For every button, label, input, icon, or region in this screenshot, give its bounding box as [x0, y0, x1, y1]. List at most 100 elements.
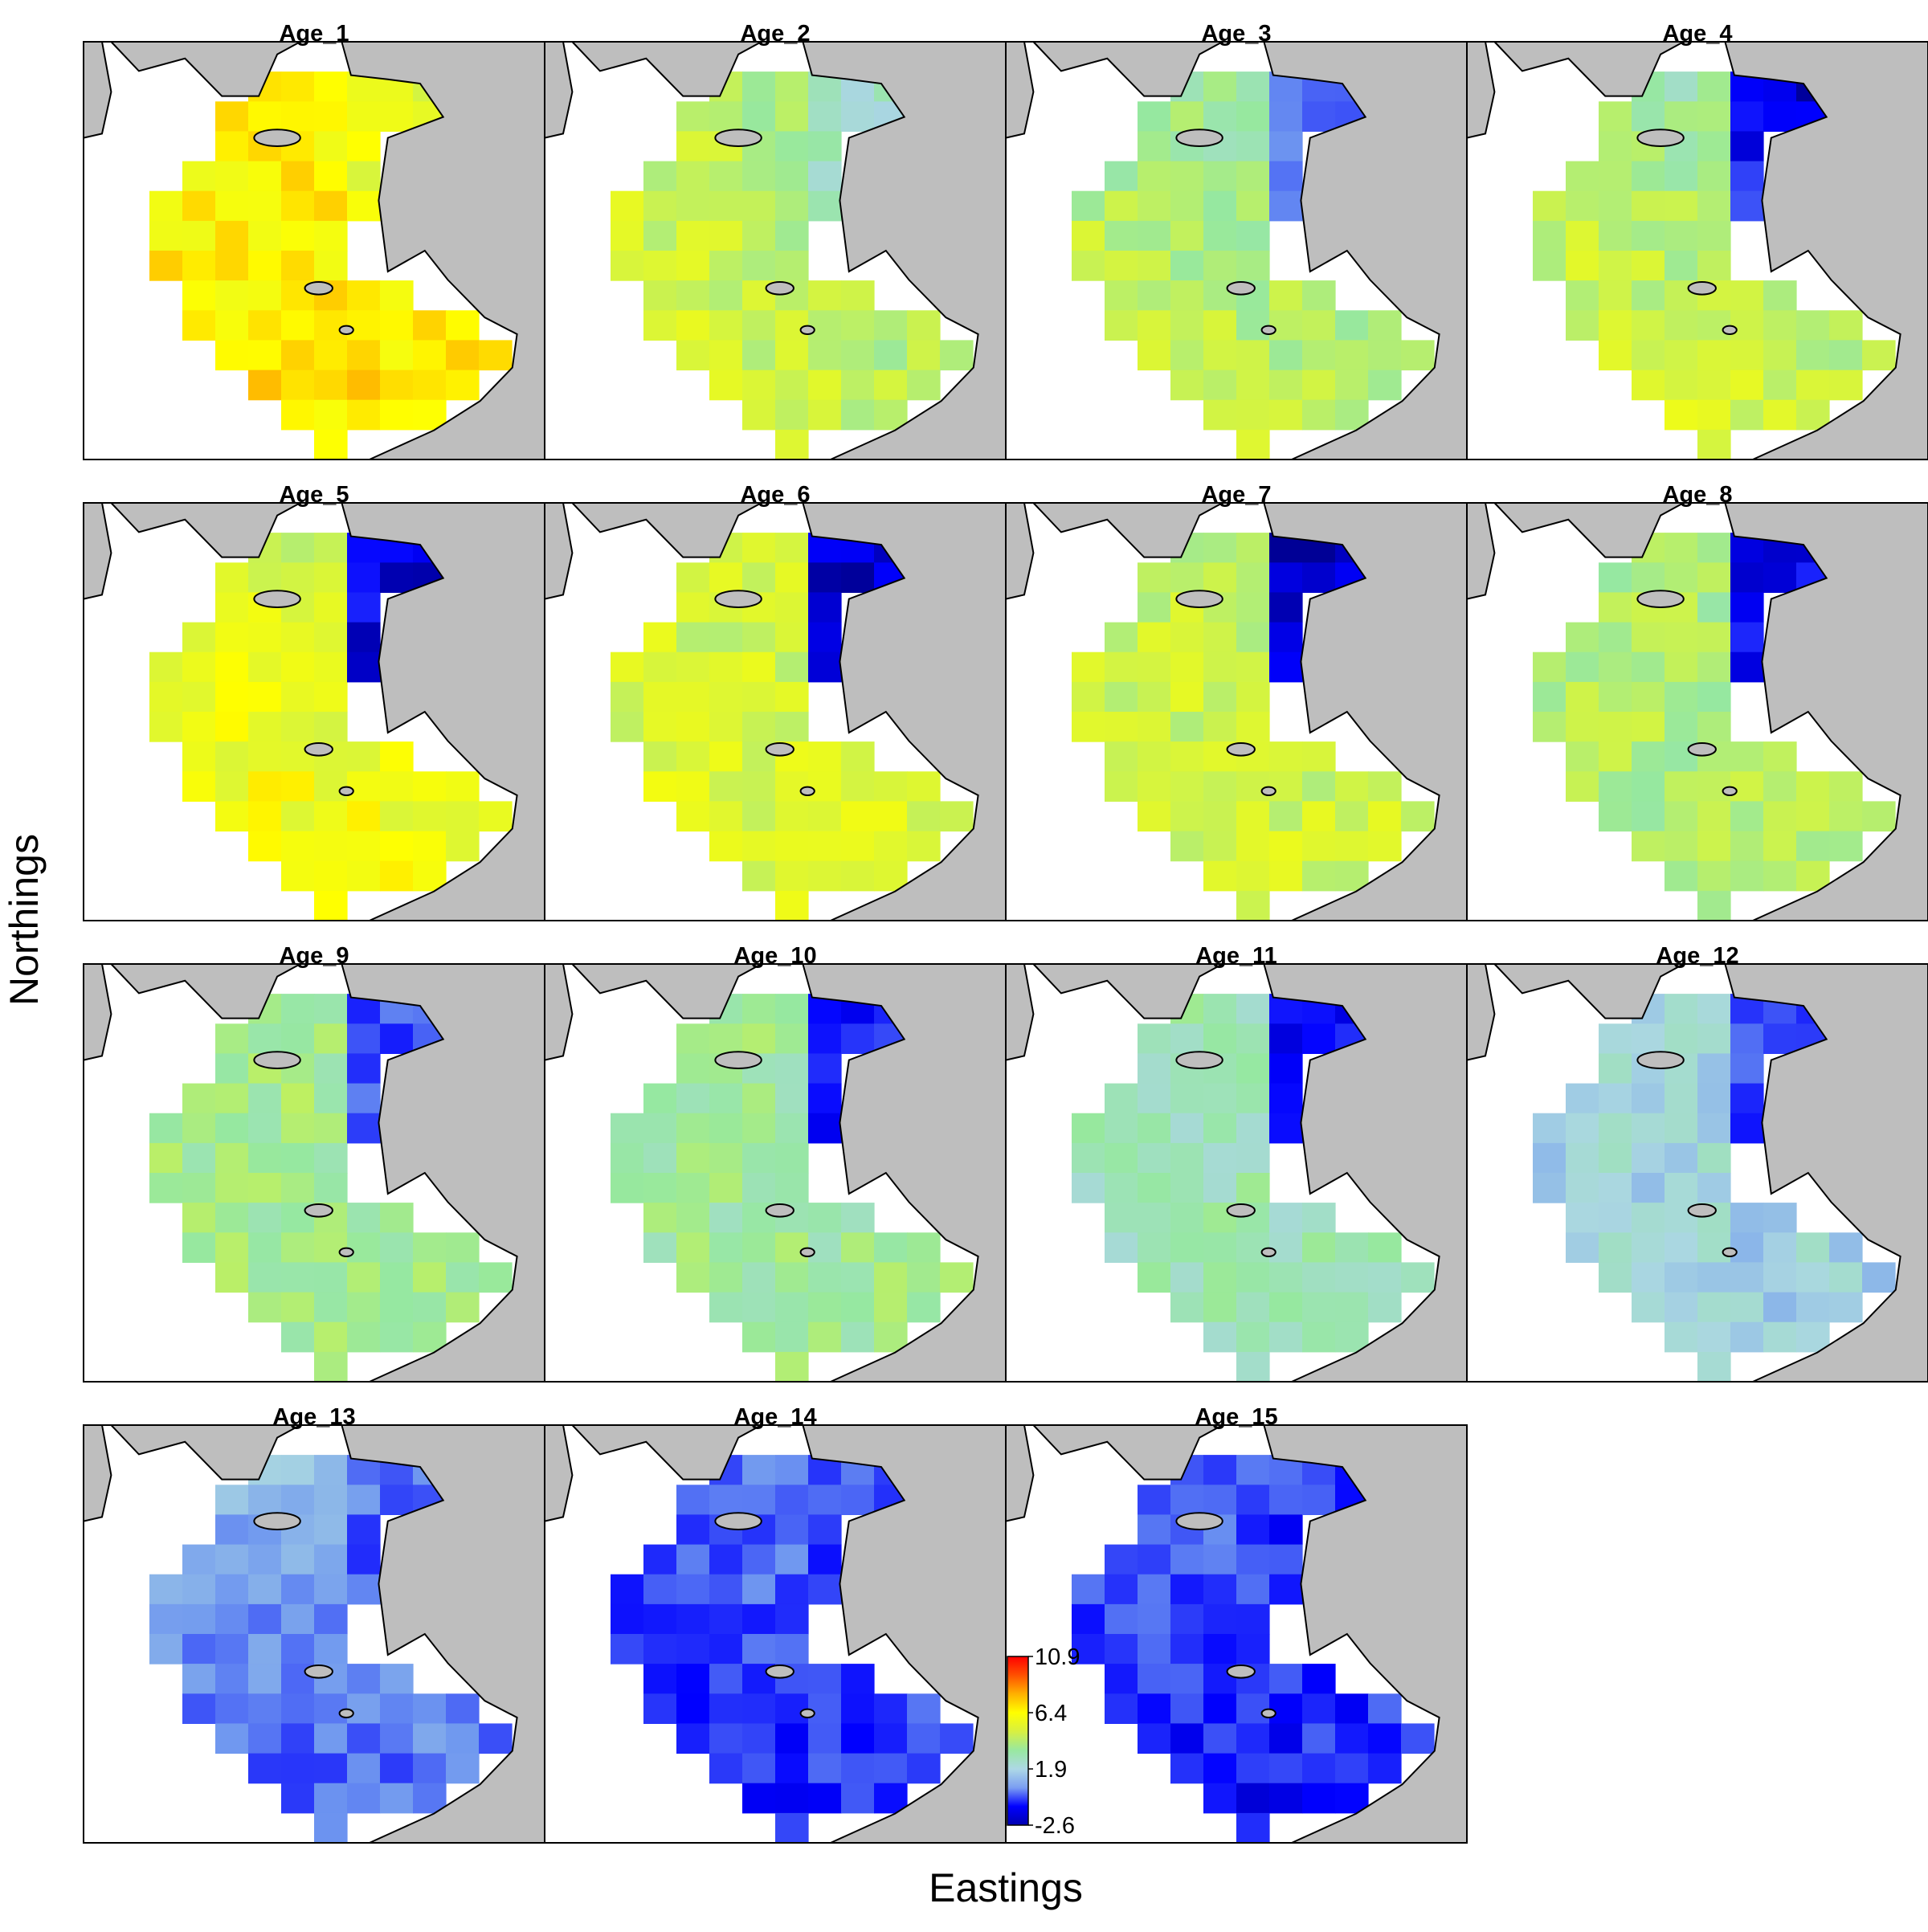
density-cell [314, 190, 348, 222]
density-cell [215, 651, 249, 683]
density-cell [1203, 562, 1237, 593]
density-cell [1170, 1292, 1204, 1323]
island [1226, 742, 1256, 757]
island [1722, 786, 1738, 796]
density-cell [1138, 592, 1171, 623]
density-cell [676, 310, 710, 341]
density-cell [1368, 771, 1402, 802]
density-cell [742, 310, 776, 341]
density-cell [676, 562, 710, 593]
density-cell [446, 1693, 480, 1724]
density-cell [347, 1053, 381, 1084]
density-cell [1599, 741, 1632, 772]
land-mass [1493, 41, 1685, 97]
density-cell [215, 190, 249, 222]
density-cell [446, 1262, 480, 1293]
density-cell [182, 161, 216, 192]
density-cell [347, 131, 381, 162]
density-cell [1170, 771, 1204, 802]
density-cell [1730, 101, 1764, 132]
density-cell [709, 562, 743, 593]
density-cell [1269, 1544, 1303, 1575]
land-mass [1031, 502, 1223, 558]
density-cell [643, 712, 677, 742]
density-cell [314, 310, 348, 341]
density-cell [1697, 533, 1731, 563]
density-cell [1796, 370, 1830, 401]
density-cell [314, 1083, 348, 1114]
land-mass [109, 502, 301, 558]
density-cell [1269, 801, 1303, 832]
density-cell [1236, 190, 1270, 222]
density-cell [1665, 310, 1698, 341]
density-cell [1763, 1321, 1797, 1353]
density-cell [907, 1693, 941, 1724]
density-cell [182, 622, 216, 653]
density-cell [413, 370, 447, 401]
density-cell [1105, 220, 1138, 251]
density-cell [709, 1603, 743, 1635]
density-cell [1665, 1113, 1698, 1144]
land-mass [1493, 963, 1685, 1019]
density-cell [1599, 651, 1632, 683]
panel-title: Age_2 [740, 21, 810, 47]
land-mass [1031, 1424, 1223, 1481]
density-cell [281, 1232, 315, 1263]
density-cell [841, 771, 875, 802]
density-cell [1829, 340, 1863, 371]
density-cell [1566, 712, 1599, 742]
density-cell [1138, 310, 1171, 341]
density-cell [1632, 101, 1665, 132]
density-cell [1401, 1723, 1435, 1754]
density-cell [676, 592, 710, 623]
density-cell [1796, 1292, 1830, 1323]
density-cell [281, 1455, 315, 1485]
density-cell [1203, 1083, 1237, 1114]
density-cell [676, 131, 710, 162]
density-cell [874, 831, 908, 862]
density-cell [1236, 771, 1270, 802]
density-cell [281, 1544, 315, 1575]
density-cell [182, 651, 216, 683]
density-cell [709, 161, 743, 192]
density-cell [1862, 1262, 1896, 1293]
density-cell [874, 310, 908, 341]
density-cell [643, 1664, 677, 1694]
density-cell [1203, 161, 1237, 192]
map-panel-5: Age_5 [83, 482, 545, 921]
density-cell [1665, 1173, 1698, 1203]
density-cell [907, 1262, 941, 1293]
density-cell [1138, 1203, 1171, 1233]
density-cell [380, 1321, 414, 1353]
density-cell [248, 771, 282, 802]
density-cell [1203, 1232, 1237, 1263]
density-cell [1203, 71, 1237, 102]
density-cell [1632, 801, 1665, 832]
density-cell [1368, 340, 1402, 371]
land-mass [341, 502, 545, 921]
density-cell [314, 1693, 348, 1724]
density-cell [1632, 1232, 1665, 1263]
density-cell [281, 1173, 315, 1203]
density-cell [676, 1723, 710, 1754]
density-cell [841, 399, 875, 431]
map-panel-15: Age_15 [1005, 1404, 1468, 1844]
panel-title: Age_7 [1201, 482, 1271, 508]
density-cell [1697, 370, 1731, 401]
density-cell [643, 1203, 677, 1233]
density-cell [1236, 651, 1270, 683]
density-cell [1599, 771, 1632, 802]
density-cell [1599, 251, 1632, 281]
density-cell [1170, 251, 1204, 281]
density-cell [1269, 1321, 1303, 1353]
island [304, 1203, 333, 1218]
island [1722, 325, 1738, 335]
density-cells [1533, 533, 1896, 921]
density-cell [281, 994, 315, 1024]
density-cell [775, 994, 809, 1024]
density-cell [1269, 1664, 1303, 1694]
density-cell [413, 340, 447, 371]
density-cell [248, 801, 282, 832]
density-cell [1170, 101, 1204, 132]
